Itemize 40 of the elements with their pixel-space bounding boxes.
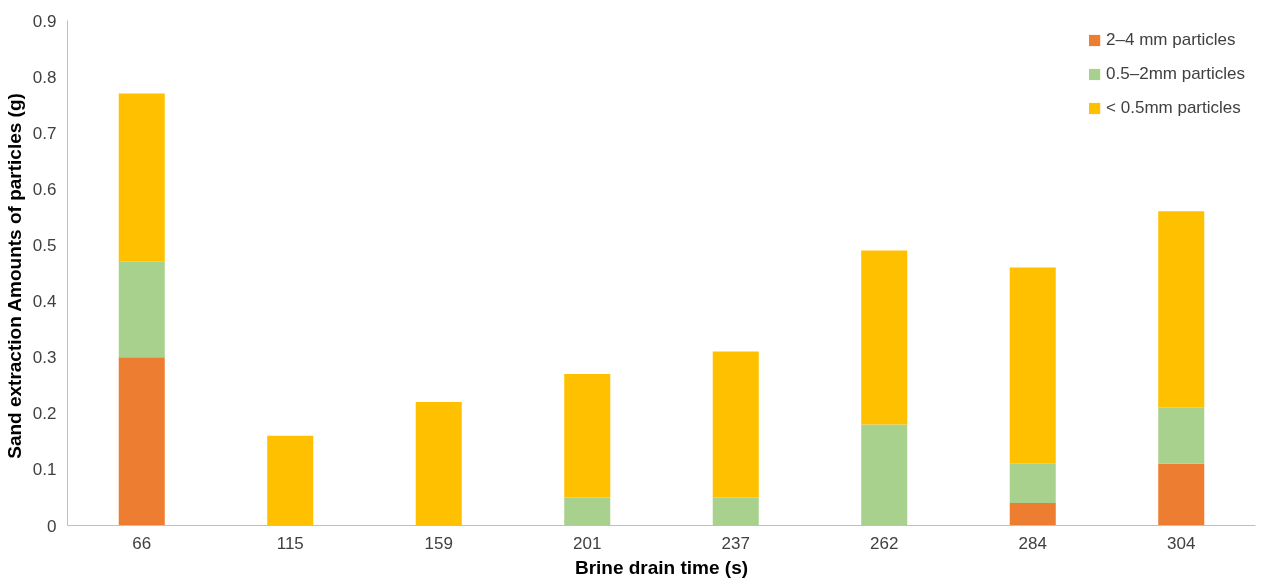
x-tick-label: 201: [573, 533, 602, 553]
y-tick-label: 0.3: [32, 348, 57, 368]
bar: [118, 357, 165, 526]
bar: [712, 351, 759, 498]
legend-label: < 0.5mm particles: [1106, 98, 1241, 118]
bar: [712, 497, 759, 526]
y-tick-label: 0: [47, 516, 57, 536]
y-tick-label: 0.9: [32, 11, 57, 31]
y-tick-label: 0.5: [32, 235, 57, 255]
bar: [1009, 463, 1056, 504]
bar: [118, 93, 165, 262]
y-tick-label: 0.7: [32, 123, 57, 143]
bar: [861, 424, 908, 526]
bar: [1009, 503, 1056, 526]
bar: [1158, 211, 1205, 408]
y-tick-label: 0.2: [32, 404, 57, 424]
bar: [415, 402, 462, 526]
x-tick-label: 304: [1167, 533, 1196, 553]
legend-label: 2–4 mm particles: [1106, 30, 1236, 50]
bar: [1158, 463, 1205, 526]
y-axis-title: Sand extraction Amounts of particles (g): [3, 93, 25, 459]
x-tick-label: 262: [870, 533, 899, 553]
x-tick-label: 284: [1018, 533, 1047, 553]
bar: [564, 497, 611, 526]
y-tick-label: 0.1: [32, 460, 57, 480]
bar: [267, 435, 314, 526]
x-axis-title: Brine drain time (s): [574, 556, 749, 578]
bar: [1009, 267, 1056, 464]
legend-label: 0.5–2mm particles: [1106, 64, 1245, 84]
y-tick-label: 0.4: [32, 292, 57, 312]
bar: [861, 250, 908, 425]
x-tick-label: 159: [424, 533, 453, 553]
y-tick-label: 0.8: [32, 67, 57, 87]
bar: [564, 374, 611, 498]
bar: [118, 261, 165, 358]
y-tick-label: 0.6: [32, 179, 57, 199]
x-tick-label: 237: [721, 533, 750, 553]
x-tick-label: 115: [276, 533, 304, 553]
x-tick-label: 66: [132, 533, 152, 553]
bar: [1158, 407, 1205, 464]
